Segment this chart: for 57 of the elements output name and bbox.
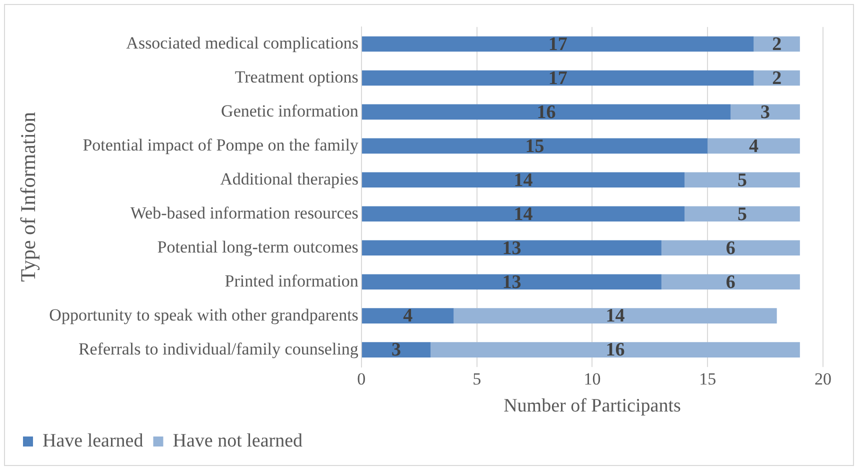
y-axis-title: Type of Information (16, 111, 40, 282)
data-label: 14 (514, 170, 534, 191)
bar (661, 240, 800, 256)
data-label: 15 (525, 136, 544, 157)
bar (661, 274, 800, 290)
data-label: 5 (737, 170, 747, 191)
data-label: 16 (536, 102, 556, 123)
bar (362, 342, 431, 358)
y-tick-label: Associated medical complications (126, 33, 358, 52)
bar (362, 206, 685, 222)
y-tick-label: Additional therapies (220, 169, 358, 188)
x-tick-label: 5 (472, 369, 482, 388)
x-tick-label: 15 (699, 369, 716, 388)
y-tick-label: Potential long-term outcomes (157, 237, 358, 256)
bar (684, 172, 800, 188)
data-label: 2 (772, 68, 782, 89)
legend-label: Have not learned (172, 430, 304, 452)
data-label: 2 (772, 34, 782, 55)
bar (454, 308, 777, 324)
bar (362, 240, 662, 256)
x-tick-label: 10 (584, 369, 601, 388)
data-label: 14 (514, 204, 534, 225)
y-tick-label: Treatment options (234, 67, 358, 86)
data-label: 13 (502, 272, 522, 293)
y-tick-label: Genetic information (221, 101, 359, 120)
bar (362, 138, 708, 154)
bar (708, 138, 800, 154)
data-label: 4 (403, 306, 414, 327)
data-label: 17 (548, 34, 568, 55)
bar (362, 70, 754, 86)
x-tick-label: 0 (357, 369, 366, 388)
data-label: 17 (548, 68, 568, 89)
data-label: 3 (392, 340, 402, 361)
y-tick-label: Web-based information resources (130, 203, 358, 222)
y-tick-label: Referrals to individual/family counseling (78, 339, 359, 358)
y-tick-label: Printed information (224, 271, 359, 290)
data-label: 6 (726, 272, 736, 293)
data-label: 4 (749, 136, 760, 157)
bar (362, 36, 754, 52)
y-tick-label: Potential impact of Pompe on the family (82, 135, 359, 154)
bar (684, 206, 800, 222)
bar (362, 104, 731, 120)
bar (362, 274, 662, 290)
y-tick-label: Opportunity to speak with other grandparents (49, 305, 358, 324)
bar (430, 342, 800, 358)
bar (730, 104, 800, 120)
data-label: 5 (737, 204, 747, 225)
x-tick-label: 20 (814, 369, 832, 388)
data-label: 13 (502, 238, 522, 259)
legend-label: Have learned (42, 430, 144, 452)
x-axis-title: Number of Participants (504, 396, 681, 417)
data-label: 3 (760, 102, 770, 123)
bar (362, 308, 454, 324)
data-label: 14 (606, 306, 626, 327)
data-label: 6 (726, 238, 736, 259)
bar (362, 172, 685, 188)
data-label: 16 (606, 340, 625, 361)
